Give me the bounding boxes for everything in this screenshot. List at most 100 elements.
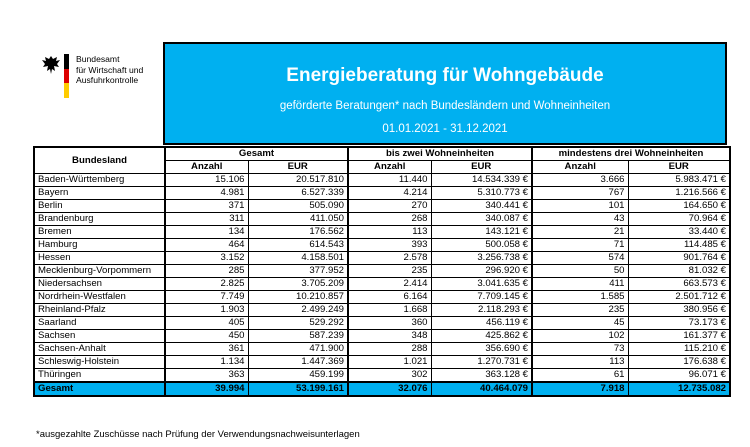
- zwei-anzahl-cell: 4.214: [347, 186, 432, 200]
- gesamt-eur-cell: 176.562: [247, 225, 349, 239]
- zwei-anzahl-cell: 1.021: [347, 355, 432, 369]
- zwei-eur-cell: 1.270.731 €: [430, 355, 533, 369]
- table-row: Brandenburg 311 411.050 268 340.087 €43 70.96…: [33, 212, 731, 226]
- drei-eur-cell: 70.964 €: [627, 212, 731, 226]
- land-cell: Sachsen: [33, 329, 166, 343]
- land-cell: Niedersachsen: [33, 277, 166, 291]
- gesamt-anzahl-cell: 1.903: [164, 303, 249, 317]
- gesamt-eur-cell: 377.952: [247, 264, 349, 278]
- gesamt-eur-cell: 3.705.209: [247, 277, 349, 291]
- zwei-anzahl-cell: 2.578: [347, 251, 432, 265]
- zwei-anzahl-cell: 288: [347, 342, 432, 356]
- logo-line-1: Bundesamt: [76, 54, 120, 64]
- drei-eur-cell: 161.377 €: [627, 329, 731, 343]
- gesamt-anzahl-cell: 15.106: [164, 173, 249, 187]
- land-cell: Bremen: [33, 225, 166, 239]
- zwei-eur-cell: 340.441 €: [430, 199, 533, 213]
- total-drei-eur: 12.735.082: [627, 381, 731, 397]
- drei-eur-cell: 81.032 €: [627, 264, 731, 278]
- gesamt-anzahl-cell: 363: [164, 368, 249, 383]
- drei-anzahl-cell: 235: [531, 303, 629, 317]
- gesamt-anzahl-cell: 361: [164, 342, 249, 356]
- table-row: Hamburg 464 614.543 393 500.058 €71 114.485 €: [33, 238, 731, 252]
- drei-anzahl-cell: 411: [531, 277, 629, 291]
- land-cell: Hamburg: [33, 238, 166, 252]
- zwei-eur-cell: 3.256.738 €: [430, 251, 533, 265]
- table-row: Thüringen 363 459.199 302 363.128 €61 96.071 …: [33, 368, 731, 383]
- bafa-logo: Bundesamt für Wirtschaft und Ausfuhrkont…: [38, 52, 158, 102]
- table-row: Mecklenburg-Vorpommern 285 377.952 235 296.9…: [33, 264, 731, 278]
- zwei-anzahl-cell: 270: [347, 199, 432, 213]
- table-row: Sachsen 450 587.239 348 425.862 €102 161.377 …: [33, 329, 731, 343]
- gesamt-eur-cell: 2.499.249: [247, 303, 349, 317]
- drei-eur-cell: 115.210 €: [627, 342, 731, 356]
- gesamt-eur-cell: 6.527.339: [247, 186, 349, 200]
- subheader-eur: EUR: [247, 160, 349, 174]
- land-cell: Sachsen-Anhalt: [33, 342, 166, 356]
- logo-line-2: für Wirtschaft und: [76, 64, 144, 75]
- drei-eur-cell: 380.956 €: [627, 303, 731, 317]
- drei-anzahl-cell: 113: [531, 355, 629, 369]
- zwei-anzahl-cell: 268: [347, 212, 432, 226]
- zwei-anzahl-cell: 360: [347, 316, 432, 330]
- drei-anzahl-cell: 767: [531, 186, 629, 200]
- land-cell: Saarland: [33, 316, 166, 330]
- table-row: Saarland 405 529.292 360 456.119 €45 73.173 €: [33, 316, 731, 330]
- drei-anzahl-cell: 102: [531, 329, 629, 343]
- gesamt-eur-cell: 4.158.501: [247, 251, 349, 265]
- total-row: Gesamt 39.994 53.199.161 32.076 40.464.0…: [33, 381, 731, 397]
- header-bundesland: Bundesland: [33, 146, 166, 174]
- land-cell: Baden-Württemberg: [33, 173, 166, 187]
- drei-anzahl-cell: 43: [531, 212, 629, 226]
- logo-text: Bundesamt für Wirtschaft und Ausfuhrkont…: [76, 54, 143, 86]
- drei-eur-cell: 1.216.566 €: [627, 186, 731, 200]
- gesamt-eur-cell: 587.239: [247, 329, 349, 343]
- drei-eur-cell: 5.983.471 €: [627, 173, 731, 187]
- land-cell: Bayern: [33, 186, 166, 200]
- gesamt-anzahl-cell: 134: [164, 225, 249, 239]
- land-cell: Nordrhein-Westfalen: [33, 290, 166, 304]
- table-row: Bremen 134 176.562 113 143.121 €21 33.440 €: [33, 225, 731, 239]
- zwei-eur-cell: 425.862 €: [430, 329, 533, 343]
- drei-eur-cell: 901.764 €: [627, 251, 731, 265]
- zwei-anzahl-cell: 113: [347, 225, 432, 239]
- subheader-eur: EUR: [627, 160, 731, 174]
- zwei-eur-cell: 7.709.145 €: [430, 290, 533, 304]
- gesamt-eur-cell: 471.900: [247, 342, 349, 356]
- table-row: Niedersachsen 2.825 3.705.209 2.414 3.041.63…: [33, 277, 731, 291]
- zwei-eur-cell: 340.087 €: [430, 212, 533, 226]
- zwei-anzahl-cell: 235: [347, 264, 432, 278]
- gesamt-anzahl-cell: 371: [164, 199, 249, 213]
- subheader-anzahl: Anzahl: [347, 160, 432, 174]
- statistics-table: Bundesland Gesamt bis zwei Wohneinheiten…: [33, 146, 731, 397]
- land-cell: Mecklenburg-Vorpommern: [33, 264, 166, 278]
- drei-anzahl-cell: 21: [531, 225, 629, 239]
- banner-period: 01.01.2021 - 31.12.2021: [382, 123, 508, 135]
- gesamt-anzahl-cell: 405: [164, 316, 249, 330]
- subheader-anzahl: Anzahl: [164, 160, 249, 174]
- logo-line-3: Ausfuhrkontrolle: [76, 75, 139, 86]
- zwei-anzahl-cell: 6.164: [347, 290, 432, 304]
- zwei-eur-cell: 14.534.339 €: [430, 173, 533, 187]
- land-cell: Brandenburg: [33, 212, 166, 226]
- total-zwei-eur: 40.464.079: [430, 381, 533, 397]
- zwei-eur-cell: 456.119 €: [430, 316, 533, 330]
- drei-eur-cell: 114.485 €: [627, 238, 731, 252]
- table-row: Schleswig-Holstein 1.134 1.447.369 1.021 1.2…: [33, 355, 731, 369]
- total-zwei-anzahl: 32.076: [347, 381, 432, 397]
- gesamt-eur-cell: 20.517.810: [247, 173, 349, 187]
- eagle-icon: [42, 56, 60, 74]
- zwei-eur-cell: 363.128 €: [430, 368, 533, 383]
- table-row: Bayern 4.981 6.527.339 4.214 5.310.773 €767 1…: [33, 186, 731, 200]
- gesamt-anzahl-cell: 464: [164, 238, 249, 252]
- zwei-anzahl-cell: 2.414: [347, 277, 432, 291]
- drei-anzahl-cell: 101: [531, 199, 629, 213]
- drei-eur-cell: 2.501.712 €: [627, 290, 731, 304]
- table-row: Berlin 371 505.090 270 340.441 €101 164.650 €: [33, 199, 731, 213]
- zwei-anzahl-cell: 348: [347, 329, 432, 343]
- zwei-anzahl-cell: 302: [347, 368, 432, 383]
- land-cell: Berlin: [33, 199, 166, 213]
- gesamt-anzahl-cell: 7.749: [164, 290, 249, 304]
- drei-eur-cell: 164.650 €: [627, 199, 731, 213]
- gesamt-eur-cell: 10.210.857: [247, 290, 349, 304]
